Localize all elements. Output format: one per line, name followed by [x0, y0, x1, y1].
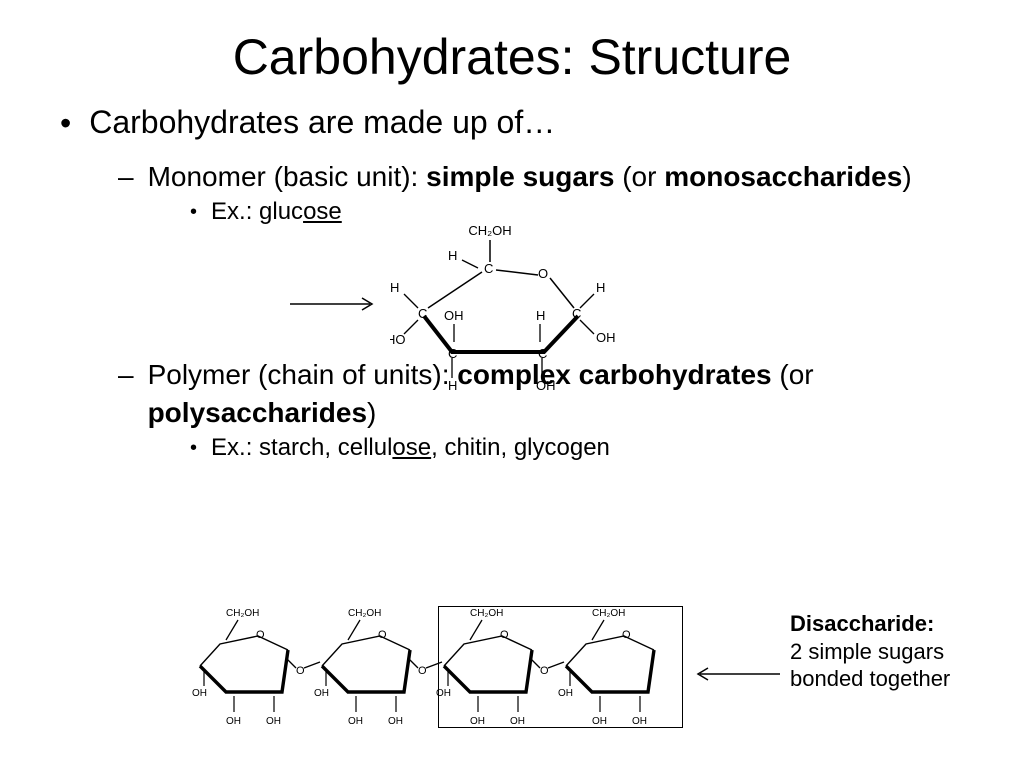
- svg-text:H: H: [596, 280, 605, 295]
- disaccharide-caption: Disaccharide: 2 simple sugars bonded tog…: [790, 610, 990, 693]
- pex-label: Ex.: starch, cellul: [211, 434, 392, 461]
- bullet-dot: •: [190, 434, 197, 462]
- polymer-mid: (or: [772, 359, 814, 390]
- svg-text:O: O: [418, 665, 427, 677]
- bullet-polymer-example: • Ex.: starch, cellulose, chitin, glycog…: [190, 434, 994, 462]
- monomer-bold1: simple sugars: [426, 161, 614, 192]
- ex-label: Ex.: gluc: [211, 198, 303, 225]
- pex-rest: , chitin, glycogen: [431, 434, 610, 461]
- polymer-bold2: polysaccharides: [148, 397, 367, 428]
- disacc-text: 2 simple sugars bonded together: [790, 639, 950, 692]
- svg-text:OH: OH: [348, 716, 363, 727]
- monomer-suffix: ): [902, 161, 911, 192]
- svg-text:H: H: [448, 248, 457, 263]
- svg-text:CH₂OH: CH₂OH: [348, 608, 381, 619]
- bullet-dot: •: [190, 198, 197, 226]
- bullet-dash: –: [118, 158, 134, 196]
- slide-title: Carbohydrates: Structure: [0, 0, 1024, 104]
- svg-text:O: O: [538, 266, 548, 281]
- svg-text:OH: OH: [266, 716, 281, 727]
- svg-text:O: O: [378, 629, 387, 641]
- polymer-example-text: Ex.: starch, cellulose, chitin, glycogen: [211, 434, 610, 462]
- svg-text:HO: HO: [390, 332, 406, 347]
- svg-text:C: C: [484, 261, 493, 276]
- bullet-monomer: – Monomer (basic unit): simple sugars (o…: [118, 158, 994, 196]
- intro-text: Carbohydrates are made up of…: [89, 104, 555, 141]
- pex-underline: ose: [392, 434, 431, 461]
- svg-text:CH₂OH: CH₂OH: [226, 608, 259, 619]
- svg-text:OH: OH: [314, 688, 329, 699]
- glucose-diagram: CH₂OH C O C C C C H OH OH H H OH H HO: [390, 220, 620, 390]
- svg-text:H: H: [390, 280, 399, 295]
- svg-text:CH₂OH: CH₂OH: [468, 223, 511, 238]
- disaccharide-box: [438, 606, 683, 728]
- monomer-prefix: Monomer (basic unit):: [148, 161, 427, 192]
- polymer-suffix: ): [367, 397, 376, 428]
- monomer-example-text: Ex.: glucose: [211, 198, 342, 226]
- ex-underline: ose: [303, 198, 342, 225]
- bullet-dash: –: [118, 356, 134, 394]
- svg-text:O: O: [256, 629, 265, 641]
- svg-text:OH: OH: [226, 716, 241, 727]
- svg-text:H: H: [536, 308, 545, 323]
- arrow-icon: [290, 294, 380, 314]
- svg-text:OH: OH: [192, 688, 207, 699]
- monomer-mid: (or: [614, 161, 664, 192]
- svg-text:OH: OH: [444, 308, 464, 323]
- disacc-bold: Disaccharide:: [790, 611, 934, 636]
- svg-text:OH: OH: [388, 716, 403, 727]
- monomer-text: Monomer (basic unit): simple sugars (or …: [148, 158, 912, 196]
- svg-text:OH: OH: [596, 330, 616, 345]
- svg-text:O: O: [296, 665, 305, 677]
- svg-text:OH: OH: [536, 378, 556, 390]
- svg-text:H: H: [448, 378, 457, 390]
- arrow-icon: [690, 664, 780, 684]
- bullet-intro: • Carbohydrates are made up of…: [60, 104, 994, 142]
- monomer-bold2: monosaccharides: [664, 161, 902, 192]
- bullet-dot: •: [60, 104, 71, 142]
